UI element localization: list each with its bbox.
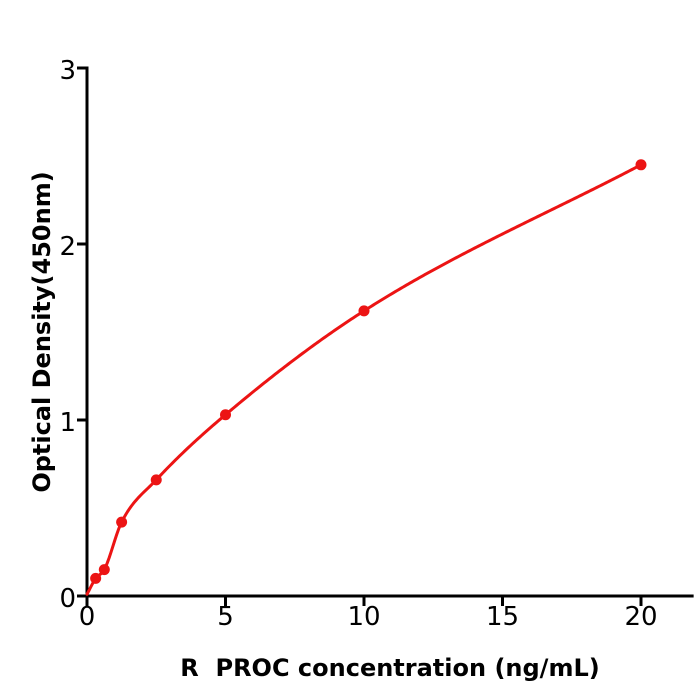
data-point [116,516,128,528]
data-point [90,572,102,584]
y-tick-label: 3 [59,56,76,86]
data-point [220,409,231,421]
axes-layer: 0 5 10 15 20 0 1 2 3 [59,56,694,632]
x-tick-label: 15 [486,602,519,632]
x-tick-label: 0 [79,602,96,632]
data-point [358,305,370,317]
x-tick-label: 20 [624,602,657,632]
y-tick-label: 1 [59,408,76,438]
data-point [635,159,647,171]
x-axis-title: R PROC concentration (ng/mL) [180,654,599,682]
y-axis-title: Optical Density(450nm) [28,171,56,492]
data-point [98,564,110,576]
x-tick-label: 10 [347,602,380,632]
x-tick-label: 5 [217,602,234,632]
y-tick-label: 0 [59,584,76,614]
data-point [150,474,162,486]
data-series-layer [85,159,647,596]
fit-curve [85,163,643,596]
y-tick-label: 2 [59,232,76,262]
